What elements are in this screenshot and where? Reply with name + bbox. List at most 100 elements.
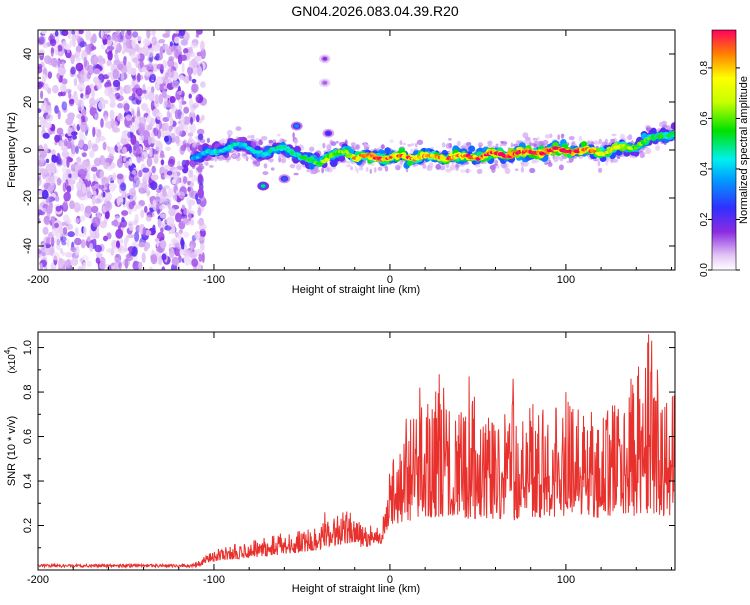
halo-cell — [293, 138, 299, 144]
halo-cell — [344, 139, 348, 145]
noise-cell — [134, 122, 139, 131]
noise-cell — [51, 149, 56, 156]
noise-cell — [54, 45, 59, 56]
noise-cell — [140, 182, 148, 189]
noise-cell — [165, 122, 169, 130]
halo-cell — [261, 136, 268, 141]
noise-cell — [128, 158, 133, 166]
noise-cell — [196, 66, 203, 77]
noise-cell — [158, 255, 163, 266]
halo-cell — [389, 139, 394, 143]
noise-cell — [94, 177, 99, 182]
halo-cell — [309, 146, 315, 152]
halo-cell — [277, 133, 281, 137]
halo-cell — [345, 160, 351, 164]
noise-cell — [168, 156, 176, 165]
noise-cell — [198, 222, 207, 232]
noise-cell — [67, 30, 72, 40]
noise-cell — [177, 74, 184, 80]
noise-cell — [169, 96, 176, 104]
halo-cell — [611, 133, 617, 137]
noise-cell — [70, 257, 79, 266]
noise-cell — [59, 259, 66, 264]
halo-cell — [645, 147, 652, 155]
noise-cell — [119, 154, 123, 164]
noise-cell — [106, 232, 112, 240]
noise-cell — [87, 64, 94, 76]
colorbar-tick-label: 0.2 — [699, 212, 710, 226]
noise-cell — [102, 30, 106, 40]
halo-cell — [330, 141, 337, 147]
noise-cell — [197, 133, 204, 141]
halo-cell — [246, 135, 253, 139]
noise-cell — [123, 156, 127, 163]
ridge-cell — [561, 143, 569, 149]
noise-cell — [50, 57, 58, 67]
halo-cell — [504, 167, 511, 175]
noise-cell — [159, 45, 164, 56]
halo-cell — [537, 136, 540, 141]
noise-cell — [175, 231, 179, 238]
ridge-cell — [670, 122, 675, 130]
noise-cell — [144, 229, 152, 236]
halo-cell — [445, 168, 452, 173]
halo-cell — [242, 155, 247, 159]
snr-xlabel: Height of straight line (km) — [292, 583, 420, 595]
noise-cell — [102, 141, 107, 151]
noise-cell — [89, 149, 95, 159]
noise-cell — [167, 58, 175, 68]
noise-cell — [57, 45, 63, 53]
spectrogram-ytick-label: -40 — [22, 238, 34, 254]
noise-cell — [160, 239, 167, 249]
halo-cell — [560, 133, 565, 139]
noise-cell — [98, 184, 105, 190]
halo-cell — [202, 165, 205, 170]
noise-cell — [54, 105, 59, 114]
noise-cell — [104, 121, 112, 129]
noise-cell — [131, 191, 136, 196]
noise-cell — [41, 189, 49, 200]
noise-cell — [134, 84, 140, 90]
noise-cell — [105, 192, 112, 202]
ridge-cell — [338, 155, 346, 162]
halo-cell — [322, 142, 326, 149]
noise-cell — [161, 90, 167, 99]
halo-cell — [384, 165, 389, 172]
halo-cell — [329, 139, 334, 146]
halo-cell — [448, 137, 452, 141]
noise-cell — [186, 197, 191, 205]
noise-cell — [65, 251, 73, 258]
noise-cell — [191, 258, 199, 268]
noise-cell — [132, 57, 139, 63]
halo-cell — [529, 167, 536, 174]
noise-cell — [131, 68, 137, 76]
spectrogram-xlabel: Height of straight line (km) — [292, 284, 420, 296]
noise-cell — [197, 207, 202, 217]
figure-title: GN04.2026.083.04.39.R20 — [291, 3, 459, 19]
noise-cell — [94, 113, 99, 121]
halo-cell — [616, 156, 621, 160]
noise-cell — [158, 93, 164, 105]
noise-cell — [71, 30, 76, 35]
halo-cell — [628, 134, 633, 141]
noise-cell — [91, 205, 99, 214]
noise-cell — [159, 213, 167, 219]
halo-cell — [578, 135, 583, 142]
noise-cell — [182, 39, 187, 46]
noise-cell — [51, 217, 56, 224]
colorbar-tick-label: 0.6 — [699, 111, 710, 125]
noise-cell — [196, 51, 202, 57]
noise-cell — [131, 170, 137, 175]
noise-cell — [81, 108, 87, 117]
noise-cell — [201, 252, 205, 264]
noise-cell — [152, 224, 156, 233]
noise-cell — [131, 116, 135, 123]
ridge-cell — [344, 150, 349, 153]
noise-cell — [182, 217, 190, 224]
snr-multiplier-exp: 4 — [3, 349, 12, 354]
ridge-cell — [633, 150, 640, 157]
halo-cell — [310, 171, 317, 175]
noise-cell — [54, 222, 59, 228]
